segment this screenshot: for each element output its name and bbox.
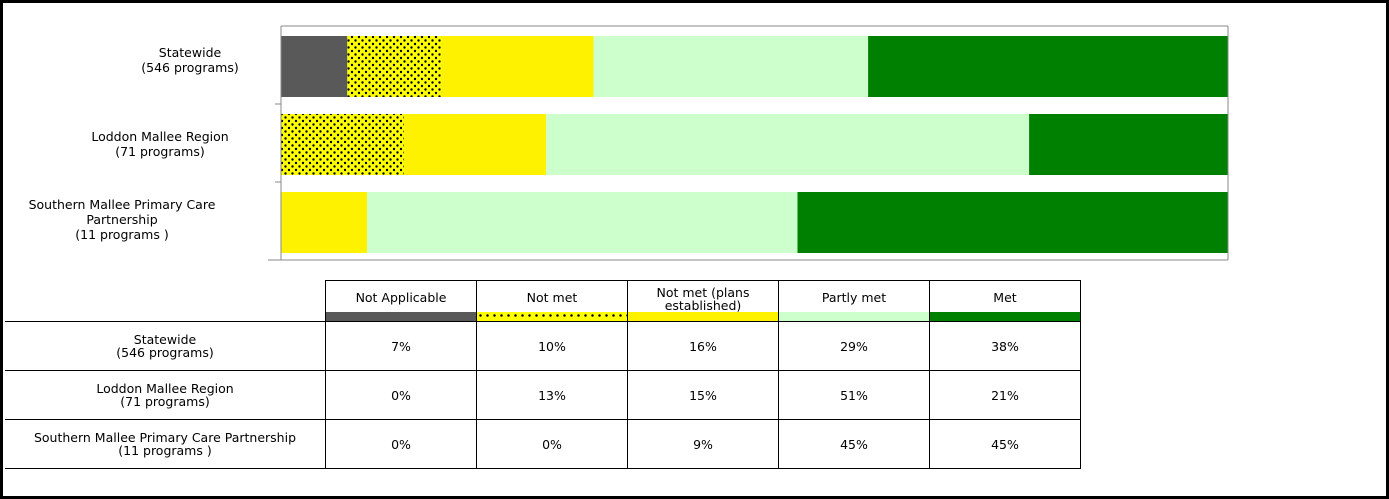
table-cell: 0%: [325, 419, 477, 469]
bar-segment: [281, 192, 368, 253]
category-label: Statewide (546 programs): [141, 45, 239, 75]
legend-swatch: [477, 312, 627, 321]
table-row: Loddon Mallee Region (71 programs) 0% 13%…: [5, 370, 1081, 420]
table-cell: 7%: [325, 321, 477, 371]
row-label: Statewide (546 programs): [5, 321, 326, 371]
header-not-met: Not met: [476, 280, 628, 322]
bar-segment: [593, 36, 869, 97]
category-label: Loddon Mallee Region (71 programs): [91, 129, 229, 159]
bar-segment: [347, 36, 442, 97]
bar-segment: [281, 114, 405, 175]
table-cell: 0%: [476, 419, 628, 469]
table-cell: 13%: [476, 370, 628, 420]
category-label: Southern Mallee Primary Care Partnership…: [28, 197, 216, 242]
data-table: Not Applicable Not met Not met (plans es…: [5, 280, 1081, 469]
table-cell: 38%: [929, 321, 1081, 371]
legend-swatch: [628, 312, 778, 321]
header-row: Not Applicable Not met Not met (plans es…: [5, 280, 1081, 322]
stacked-bar-chart: [268, 25, 1229, 261]
header-not-applicable: Not Applicable: [325, 280, 477, 322]
table-cell: 45%: [929, 419, 1081, 469]
table-cell: 51%: [778, 370, 930, 420]
bar-segment: [367, 192, 798, 253]
row-label: Southern Mallee Primary Care Partnership…: [5, 419, 326, 469]
bar-segment: [868, 36, 1228, 97]
table-cell: 21%: [929, 370, 1081, 420]
table-cell: 9%: [627, 419, 779, 469]
bar-segment: [281, 36, 348, 97]
table-row: Southern Mallee Primary Care Partnership…: [5, 419, 1081, 469]
table-cell: 0%: [325, 370, 477, 420]
table-cell: 15%: [627, 370, 779, 420]
bar-segment: [1029, 114, 1228, 175]
table-row: Statewide (546 programs) 7% 10% 16% 29% 3…: [5, 321, 1081, 371]
table-cell: 45%: [778, 419, 930, 469]
header-partly-met: Partly met: [778, 280, 930, 322]
bar-segment: [546, 114, 1030, 175]
row-label: Loddon Mallee Region (71 programs): [5, 370, 326, 420]
bar-segment: [404, 114, 547, 175]
legend-swatch: [779, 312, 929, 321]
bar-segment: [442, 36, 594, 97]
table-cell: 29%: [778, 321, 930, 371]
header-met: Met: [929, 280, 1081, 322]
table-cell: 16%: [627, 321, 779, 371]
bar-segment: [797, 192, 1228, 253]
table-cell: 10%: [476, 321, 628, 371]
legend-swatch: [326, 312, 476, 321]
legend-swatch: [930, 312, 1080, 321]
header-not-met-plans: Not met (plans established): [627, 280, 779, 322]
